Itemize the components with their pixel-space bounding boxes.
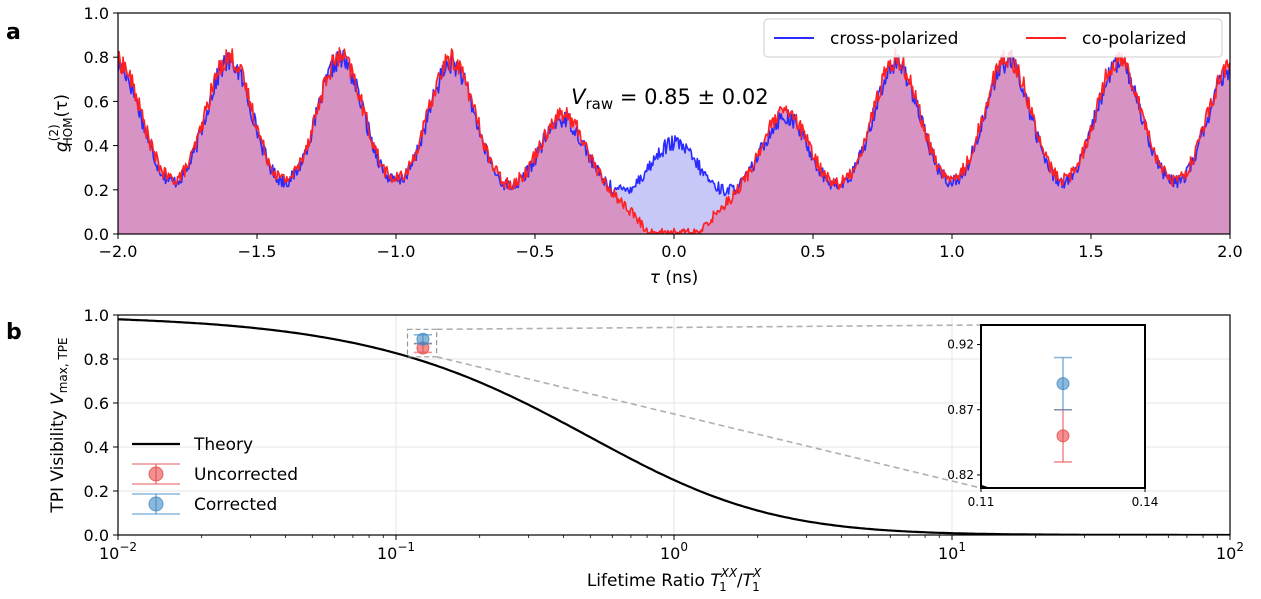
panel-a-lines (118, 47, 1230, 234)
x-tick-label: 102 (1216, 540, 1244, 563)
x-tick-label: 1.5 (1078, 242, 1103, 261)
point-Corrected (413, 332, 432, 346)
panel-b-x-label: Lifetime Ratio TXX 1/TX 1 (587, 566, 762, 594)
inset-x-tick-label: 0.11 (968, 495, 995, 509)
panel-a-x-label: τ (ns) (650, 268, 699, 288)
y-tick-label: 1.0 (84, 306, 109, 325)
x-tick-label: 101 (938, 540, 966, 563)
legend-label-cross-polarized: cross-polarized (830, 29, 958, 49)
legend-box (763, 18, 1223, 58)
legend-label-uncorrected: Uncorrected (194, 465, 298, 485)
x-tick-label: −0.5 (516, 242, 555, 261)
panel-a-x-ticks: −2.0 −1.5 −1.0 −0.5 0.0 0.5 1.0 1.5 2.0 (99, 234, 1243, 261)
y-tick-label: 0.6 (84, 92, 109, 111)
inset-theory-line (981, 484, 991, 488)
x-tick-label: −1.5 (238, 242, 277, 261)
inset-point-Corrected (1054, 356, 1072, 411)
panel-b-label: b (6, 320, 22, 345)
panel-a-y-ticks: 0.0 0.2 0.4 0.6 0.8 1.0 (84, 4, 118, 244)
svg-text:g(2)HOM(τ): g(2)HOM(τ) (47, 94, 75, 152)
panel-a-y-label: g(2)HOM(τ) (47, 94, 75, 152)
x-tick-label: 2.0 (1217, 242, 1242, 261)
panel-a-label: a (6, 20, 21, 45)
panel-b-y-label: TPI Visibility Vmax, TPE (48, 337, 70, 513)
y-tick-label: 0.8 (84, 350, 109, 369)
inset-y-tick-label: 0.87 (947, 403, 974, 417)
y-tick-label: 0.8 (84, 48, 109, 67)
y-tick-label: 0.4 (84, 137, 109, 156)
y-tick-label: 0.0 (84, 225, 109, 244)
fill-co-polarized (118, 47, 1230, 234)
x-tick-label: 100 (660, 540, 688, 563)
x-tick-label: 10−1 (377, 540, 415, 563)
zoom-connector-top (436, 324, 982, 331)
x-tick-label: 0.0 (661, 242, 686, 261)
line-cross-polarized (118, 49, 1230, 197)
y-tick-label: 0.0 (84, 526, 109, 545)
y-tick-label: 0.2 (84, 482, 109, 501)
legend-label-corrected: Corrected (194, 495, 277, 515)
x-tick-label: 10−2 (99, 540, 137, 563)
visibility-annotation: Vraw = 0.85 ± 0.02 (571, 85, 768, 113)
panel-b-y-ticks: 0.0 0.2 0.4 0.6 0.8 1.0 (84, 306, 118, 545)
zoom-box (406, 328, 438, 358)
panel-a-fills (118, 47, 1230, 234)
legend-marker-corrected (132, 493, 180, 515)
panel-b-zoom-indicator (406, 324, 982, 489)
y-tick-label: 0.2 (84, 181, 109, 200)
panel-a-legend: cross-polarized co-polarized (763, 18, 1223, 58)
inset-frame (980, 324, 1146, 489)
y-tick-label: 1.0 (84, 4, 109, 23)
zoom-connector-bottom (436, 356, 982, 489)
x-tick-label: −1.0 (377, 242, 416, 261)
inset-y-tick-label: 0.82 (947, 468, 974, 482)
x-tick-label: −2.0 (99, 242, 138, 261)
legend-label-theory: Theory (193, 435, 253, 455)
legend-label-co-polarized: co-polarized (1082, 29, 1186, 49)
y-tick-label: 0.4 (84, 438, 109, 457)
panel-b-x-ticks: 10−2 10−1 100 101 102 (99, 535, 1244, 563)
x-tick-label: 0.5 (800, 242, 825, 261)
inset-content (981, 356, 1072, 488)
inset-y-tick-label: 0.92 (947, 338, 974, 352)
inset-ticks: 0.11 0.14 0.82 0.87 0.92 (947, 338, 1158, 509)
panel-b-data-points (413, 332, 432, 355)
panel-b-legend: Theory Uncorrected Corrected (132, 435, 298, 515)
y-tick-label: 0.6 (84, 394, 109, 413)
inset-x-tick-label: 0.14 (1132, 495, 1159, 509)
x-tick-label: 1.0 (939, 242, 964, 261)
line-co-polarized (118, 47, 1230, 234)
legend-marker-uncorrected (132, 463, 180, 485)
svg-text:TPI Visibility Vmax, TPE: TPI Visibility Vmax, TPE (48, 337, 70, 513)
